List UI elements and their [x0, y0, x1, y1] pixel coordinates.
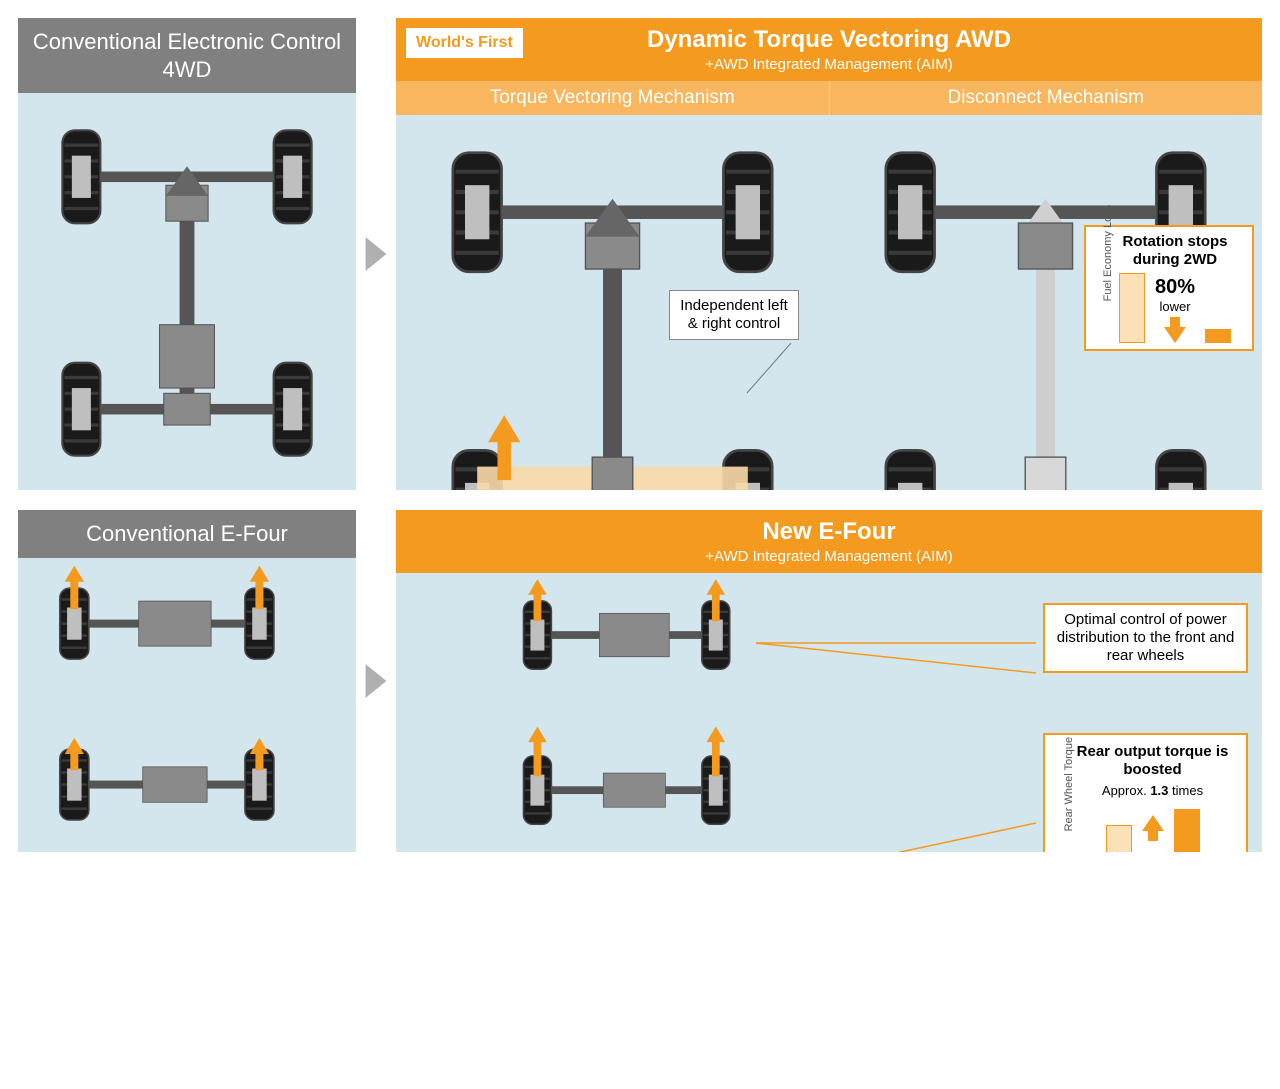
diagram-new-efour [406, 573, 886, 852]
callout-rotation-stops: Rotation stops during 2WD 80% lower Fuel… [1084, 225, 1254, 351]
panel-dtv-awd: World's First Dynamic Torque Vectoring A… [396, 18, 1262, 490]
panel-new-efour: New E-Four +AWD Integrated Management (A… [396, 510, 1262, 852]
arrow-2 [356, 510, 396, 852]
title-new-efour: New E-Four +AWD Integrated Management (A… [396, 510, 1262, 573]
panel-conventional-efour: Conventional E-Four [18, 510, 356, 852]
diagram-disconnect: Rotation stops during 2WD 80% lower Fuel… [829, 115, 1262, 490]
title-conv-efour: Conventional E-Four [18, 510, 356, 558]
badge-worlds-first: World's First [406, 28, 523, 58]
callout-optimal-control: Optimal control of power distribution to… [1043, 603, 1248, 673]
diagram-torque-vec: Independent left & right control [396, 115, 829, 490]
subhdr-torque-vec: Torque Vectoring Mechanism [396, 81, 829, 115]
arrow-1 [356, 18, 396, 490]
title-conv-4wd: Conventional Electronic Control 4WD [18, 18, 356, 93]
subhdr-disconnect: Disconnect Mechanism [829, 81, 1263, 115]
callout-rear-boost: Rear output torque is boosted Approx. 1.… [1043, 733, 1248, 852]
panel-conventional-4wd: Conventional Electronic Control 4WD [18, 18, 356, 490]
title-dtv: World's First Dynamic Torque Vectoring A… [396, 18, 1262, 81]
subheaders: Torque Vectoring Mechanism Disconnect Me… [396, 81, 1262, 115]
callout-independent: Independent left & right control [669, 290, 799, 340]
